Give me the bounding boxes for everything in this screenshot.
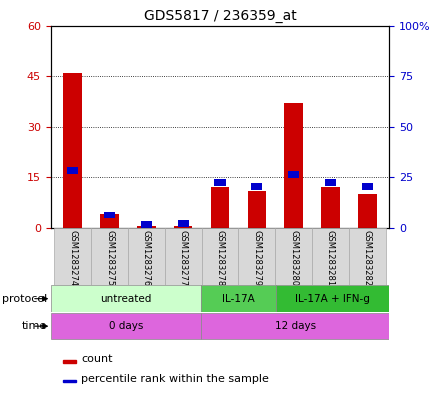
Text: GSM1283279: GSM1283279	[252, 230, 261, 286]
Text: GSM1283275: GSM1283275	[105, 230, 114, 286]
FancyBboxPatch shape	[275, 228, 312, 285]
Text: untreated: untreated	[100, 294, 151, 304]
FancyBboxPatch shape	[54, 228, 91, 285]
Bar	[284, 103, 303, 228]
Bar	[325, 179, 336, 186]
Text: 12 days: 12 days	[275, 321, 316, 331]
Bar	[362, 184, 373, 190]
Text: GSM1283282: GSM1283282	[363, 230, 372, 286]
Bar	[63, 360, 76, 363]
Text: 0 days: 0 days	[109, 321, 143, 331]
Bar	[358, 194, 377, 228]
Bar	[288, 171, 299, 178]
Title: GDS5817 / 236359_at: GDS5817 / 236359_at	[143, 9, 297, 23]
Bar	[104, 212, 115, 219]
Text: time: time	[22, 321, 47, 331]
Bar	[174, 226, 192, 228]
Text: GSM1283281: GSM1283281	[326, 230, 335, 286]
Bar	[248, 191, 266, 228]
Bar	[178, 220, 189, 227]
FancyBboxPatch shape	[276, 285, 389, 312]
Bar	[141, 221, 152, 228]
FancyBboxPatch shape	[238, 228, 275, 285]
FancyBboxPatch shape	[128, 228, 165, 285]
FancyBboxPatch shape	[201, 313, 389, 340]
FancyBboxPatch shape	[349, 228, 386, 285]
Text: GSM1283274: GSM1283274	[68, 230, 77, 286]
Bar	[63, 73, 82, 228]
FancyBboxPatch shape	[51, 285, 201, 312]
Text: GSM1283276: GSM1283276	[142, 230, 151, 286]
Text: percentile rank within the sample: percentile rank within the sample	[81, 374, 269, 384]
Bar	[251, 184, 262, 190]
Bar	[137, 226, 156, 228]
Text: GSM1283280: GSM1283280	[289, 230, 298, 286]
Bar	[321, 187, 340, 228]
Text: GSM1283277: GSM1283277	[179, 230, 188, 286]
Text: IL-17A + IFN-g: IL-17A + IFN-g	[296, 294, 370, 304]
FancyBboxPatch shape	[312, 228, 349, 285]
FancyBboxPatch shape	[165, 228, 202, 285]
Text: protocol: protocol	[2, 294, 47, 304]
Bar	[211, 187, 229, 228]
FancyBboxPatch shape	[201, 285, 276, 312]
Bar	[67, 167, 78, 174]
Bar	[214, 179, 226, 186]
FancyBboxPatch shape	[91, 228, 128, 285]
FancyBboxPatch shape	[51, 313, 201, 340]
Bar	[63, 380, 76, 382]
FancyBboxPatch shape	[202, 228, 238, 285]
Text: IL-17A: IL-17A	[223, 294, 255, 304]
Text: GSM1283278: GSM1283278	[216, 230, 224, 286]
Bar	[100, 215, 119, 228]
Text: count: count	[81, 354, 113, 364]
